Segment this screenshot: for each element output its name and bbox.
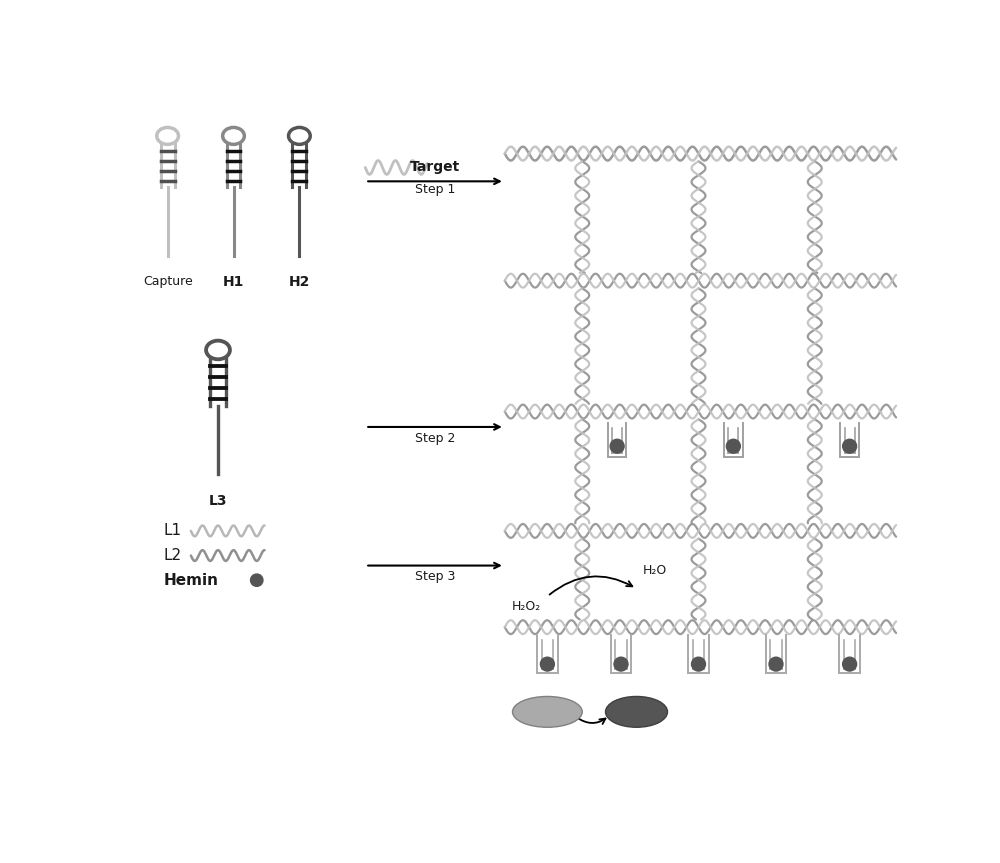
Text: Target: Target	[410, 160, 460, 173]
Circle shape	[610, 439, 624, 453]
Circle shape	[726, 439, 740, 453]
Ellipse shape	[512, 696, 582, 728]
Text: H₂O: H₂O	[643, 564, 667, 577]
Text: Step 3: Step 3	[415, 570, 455, 583]
Circle shape	[843, 658, 857, 671]
Text: +: +	[649, 702, 656, 710]
Text: H2: H2	[289, 275, 310, 289]
Text: H1: H1	[223, 275, 244, 289]
Text: L2: L2	[164, 548, 182, 563]
Text: ABTS: ABTS	[529, 707, 560, 717]
Text: L1: L1	[164, 524, 182, 539]
Circle shape	[769, 658, 783, 671]
Text: ABTS: ABTS	[618, 707, 649, 717]
Circle shape	[540, 658, 554, 671]
Text: H₂O₂: H₂O₂	[512, 600, 541, 614]
Text: L3: L3	[209, 494, 227, 507]
Circle shape	[843, 439, 857, 453]
Text: Capture: Capture	[143, 275, 192, 288]
Circle shape	[251, 574, 263, 586]
Text: Step 1: Step 1	[415, 183, 455, 196]
Circle shape	[614, 658, 628, 671]
Circle shape	[692, 658, 705, 671]
Text: Step 2: Step 2	[415, 432, 455, 444]
Text: 2-: 2-	[563, 702, 572, 710]
Ellipse shape	[606, 696, 668, 728]
Text: Hemin: Hemin	[164, 573, 219, 588]
